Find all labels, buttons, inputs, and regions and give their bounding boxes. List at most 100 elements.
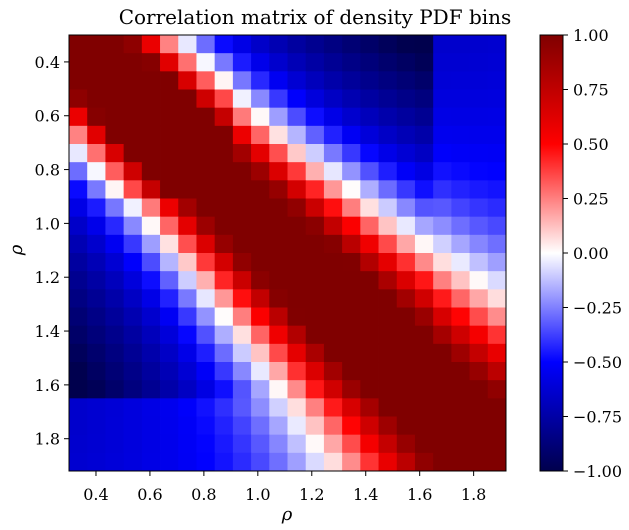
heatmap-cell [342,343,361,363]
heatmap-cell [269,271,288,290]
x-tick-label: 0.6 [137,485,162,504]
heatmap-cell [342,362,361,381]
heatmap-cell [123,362,143,381]
heatmap-cell [469,434,489,454]
heatmap-cell [214,198,234,218]
heatmap-cell [360,289,379,308]
heatmap-cell [269,125,288,145]
heatmap-cell [232,35,252,54]
heatmap-cell [251,180,270,199]
heatmap-cell [69,144,88,163]
heatmap-cell [378,216,398,236]
heatmap-cell [469,307,489,327]
heatmap-cell [69,289,88,308]
heatmap-cell [433,216,452,236]
heatmap-cell [287,434,307,454]
heatmap-cell [396,452,416,472]
heatmap-cell [414,289,434,308]
heatmap-cell [323,398,343,417]
heatmap-cell [414,434,434,454]
heatmap-cell [287,71,307,90]
heatmap-cell [451,325,470,345]
heatmap-cell [305,162,325,181]
heatmap-cell [396,198,416,218]
heatmap-cell [323,180,343,199]
heatmap-cell [378,180,398,199]
heatmap-cell [487,107,507,127]
heatmap-cell [87,452,106,472]
heatmap-cell [123,35,143,54]
heatmap-cell [123,307,143,327]
heatmap-cell [469,343,489,363]
heatmap-cell [305,107,325,127]
heatmap-cell [342,380,361,399]
heatmap-cell [251,452,270,472]
heatmap-cell [214,362,234,381]
heatmap-cell [141,271,161,290]
heatmap-cell [251,362,270,381]
heatmap-cell [342,434,361,454]
heatmap-cell [378,35,398,54]
y-tick-label: 0.4 [35,53,60,72]
heatmap-cell [87,162,106,181]
heatmap-cell [469,71,489,90]
heatmap-cell [141,343,161,363]
heatmap-cell [196,216,216,236]
heatmap-cell [487,198,507,218]
heatmap-cell [87,307,106,327]
heatmap-cell [160,162,179,181]
heatmap-cell [469,289,489,308]
heatmap-cell [232,289,252,308]
heatmap-cell [451,35,470,54]
heatmap-cell [451,71,470,90]
heatmap-cell [433,107,452,127]
heatmap-cell [414,253,434,272]
heatmap-cell [414,398,434,417]
heatmap-cell [251,253,270,272]
heatmap-cell [178,198,197,218]
heatmap-cell [87,35,106,54]
heatmap-cell [396,53,416,72]
heatmap-cell [342,144,361,163]
heatmap-cell [141,434,161,454]
heatmap-cell [469,416,489,436]
heatmap-cell [378,107,398,127]
heatmap-cell [69,325,88,345]
heatmap-cell [360,107,379,127]
heatmap-cell [251,434,270,454]
heatmap-cell [160,380,179,399]
heatmap-cell [305,89,325,109]
heatmap-cell [196,416,216,436]
heatmap-cell [323,35,343,54]
heatmap-cell [396,362,416,381]
heatmap-cell [451,253,470,272]
heatmap-cell [269,71,288,90]
heatmap-cell [305,216,325,236]
y-axis: 0.4 0.6 0.8 1.0 1.2 1.4 1.6 1.8 [35,53,69,449]
heatmap-cell [105,162,125,181]
heatmap-cell [433,71,452,90]
heatmap-cell [196,325,216,345]
y-tick-label: 0.8 [35,161,60,180]
heatmap-cell [196,307,216,327]
heatmap-cell [433,416,452,436]
heatmap-cell [105,362,125,381]
heatmap-cell [433,234,452,254]
heatmap-cell [305,71,325,90]
x-tick-label: 1.4 [353,485,378,504]
heatmap-cell [342,253,361,272]
colorbar [540,35,563,471]
heatmap-cell [433,253,452,272]
heatmap-cell [196,289,216,308]
heatmap-cell [287,253,307,272]
y-tick-label: 1.0 [35,214,60,233]
heatmap-cell [360,307,379,327]
heatmap-cell [105,434,125,454]
heatmap-cell [433,271,452,290]
heatmap-cell [214,416,234,436]
heatmap-cell [342,198,361,218]
heatmap-cell [323,162,343,181]
heatmap-cell [323,125,343,145]
heatmap-cell [323,434,343,454]
heatmap-cell [69,271,88,290]
